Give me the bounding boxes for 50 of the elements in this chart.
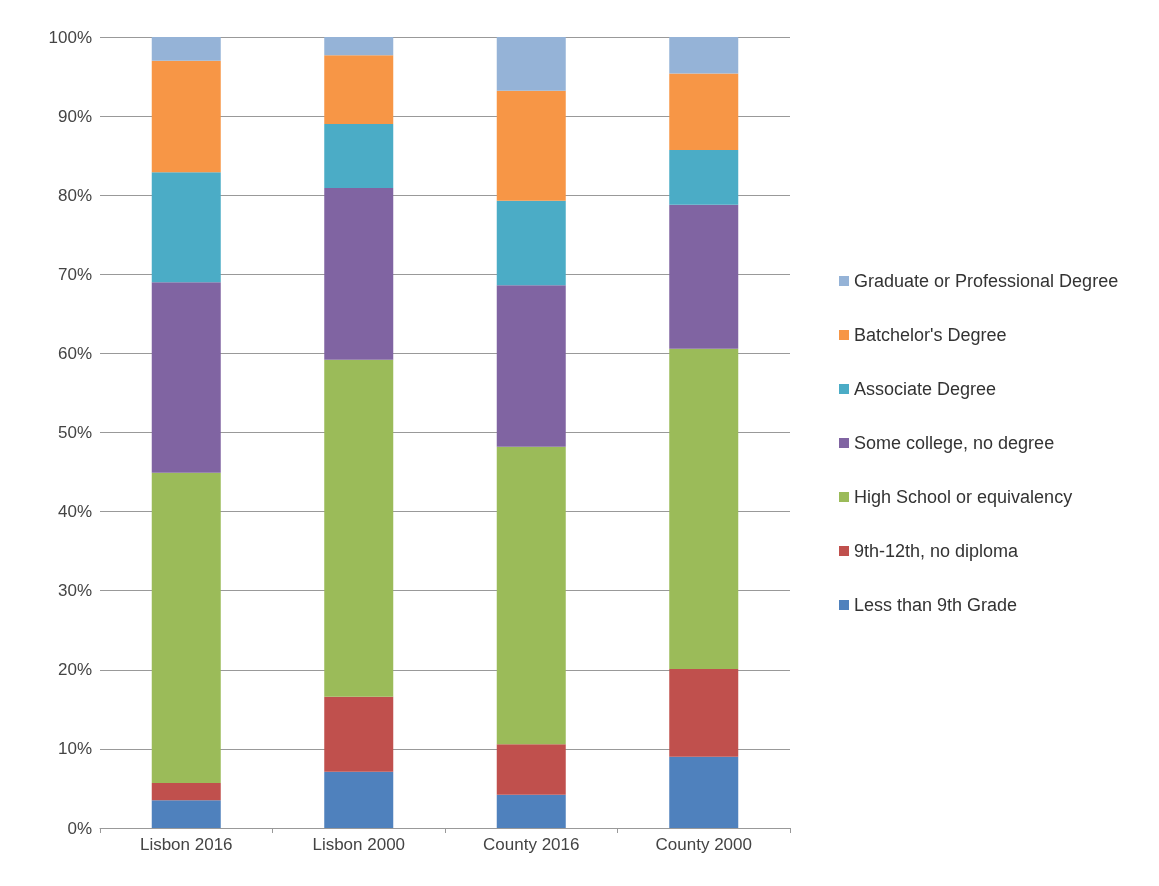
y-tick-label: 50% <box>57 423 92 442</box>
bar <box>669 669 739 757</box>
bar <box>496 794 566 828</box>
bar <box>496 285 566 447</box>
bar <box>669 756 739 828</box>
y-tick-label: 10% <box>57 739 92 759</box>
bar <box>151 60 221 173</box>
bar <box>669 37 739 74</box>
bar <box>151 37 221 61</box>
legend-label: High School or equivalency <box>854 487 1073 507</box>
bar <box>496 446 566 745</box>
bar <box>669 204 739 349</box>
x-tick-label: Lisbon 2000 <box>312 835 406 854</box>
legend-label: Graduate or Professional Degree <box>854 271 1119 291</box>
bar <box>151 472 221 783</box>
x-tick-label: County 2016 <box>483 835 580 854</box>
legend-label: Batchelor's Degree <box>854 325 1007 345</box>
y-tick-label: 100% <box>48 27 92 47</box>
bar <box>496 37 566 91</box>
bar <box>151 782 221 801</box>
y-tick-label: 40% <box>57 502 92 522</box>
bar <box>324 696 394 772</box>
bar <box>324 771 394 828</box>
bar <box>669 348 739 670</box>
bar <box>324 359 394 697</box>
y-tick-label: 70% <box>57 264 92 284</box>
x-tick-label: Lisbon 2016 <box>139 835 233 854</box>
y-tick-label: 0% <box>67 818 92 838</box>
bar <box>669 150 739 205</box>
y-tick-label: 20% <box>57 660 92 680</box>
bar <box>669 73 739 151</box>
bar <box>324 55 394 125</box>
bar <box>151 282 221 473</box>
bar <box>324 188 394 360</box>
bar <box>324 37 394 56</box>
x-tick-label: County 2000 <box>655 835 752 854</box>
legend-label: Associate Degree <box>854 379 997 399</box>
y-tick-label: 90% <box>57 106 92 126</box>
bar <box>151 172 221 283</box>
bar <box>324 124 394 189</box>
bar <box>151 800 221 828</box>
y-tick-label: 80% <box>57 185 92 205</box>
y-tick-label: 30% <box>57 581 92 601</box>
legend-label: 9th-12th, no diploma <box>854 541 1020 561</box>
y-tick-label: 60% <box>57 343 92 363</box>
legend-label: Less than 9th Grade <box>854 595 1018 615</box>
bar <box>496 200 566 286</box>
legend-label: Some college, no degree <box>854 433 1055 453</box>
bar <box>496 90 566 201</box>
bar <box>496 744 566 795</box>
